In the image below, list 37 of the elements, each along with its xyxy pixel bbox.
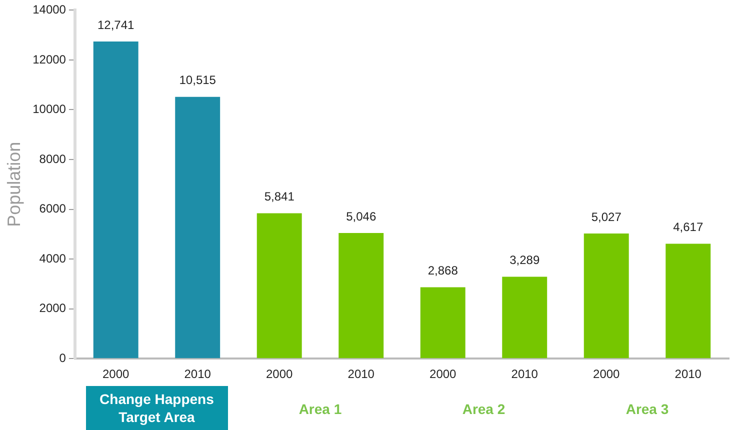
y-tick-label: 8000: [39, 152, 66, 166]
y-tick-label: 6000: [39, 202, 66, 216]
bar: [175, 96, 220, 358]
x-tick-label: 2010: [348, 367, 375, 382]
bar: [256, 213, 302, 358]
x-tick-label: 2010: [184, 367, 212, 382]
data-label: 10,515: [179, 73, 216, 88]
text: Area 2: [461, 400, 506, 418]
x-tick-label: 2010: [674, 367, 702, 382]
x-tick-label: 2000: [593, 367, 620, 382]
x-tick-label: 2000: [430, 367, 457, 382]
data-label: 2,868: [428, 264, 458, 278]
bar: [338, 233, 384, 358]
y-tick-label: 14000: [32, 2, 66, 17]
data-label: 5,046: [346, 209, 376, 224]
bar: [93, 42, 138, 358]
text: Area 1: [298, 400, 343, 418]
x-tick-label: 2010: [511, 367, 538, 382]
data-label: 12,741: [97, 18, 135, 32]
y-axis-title: Population: [4, 142, 24, 227]
y-tick-label: 10000: [32, 102, 66, 116]
bar: [584, 234, 629, 358]
data-label: 5,027: [591, 210, 622, 224]
bar: [666, 244, 711, 358]
data-label: 3,289: [510, 253, 540, 268]
y-tick-label: 0: [59, 350, 66, 365]
x-tick-label: 2000: [266, 367, 294, 382]
bar: [420, 287, 466, 358]
bar: [502, 276, 548, 358]
y-tick-label: 2000: [39, 301, 66, 316]
x-tick-label: 2000: [102, 367, 130, 382]
data-label: 5,841: [264, 190, 295, 204]
data-label: 4,617: [673, 220, 704, 234]
text: Area 3: [624, 400, 670, 418]
text: Change Happens Target Area: [86, 386, 228, 430]
y-tick-label: 12000: [32, 52, 66, 66]
y-tick-label: 4000: [39, 251, 66, 266]
